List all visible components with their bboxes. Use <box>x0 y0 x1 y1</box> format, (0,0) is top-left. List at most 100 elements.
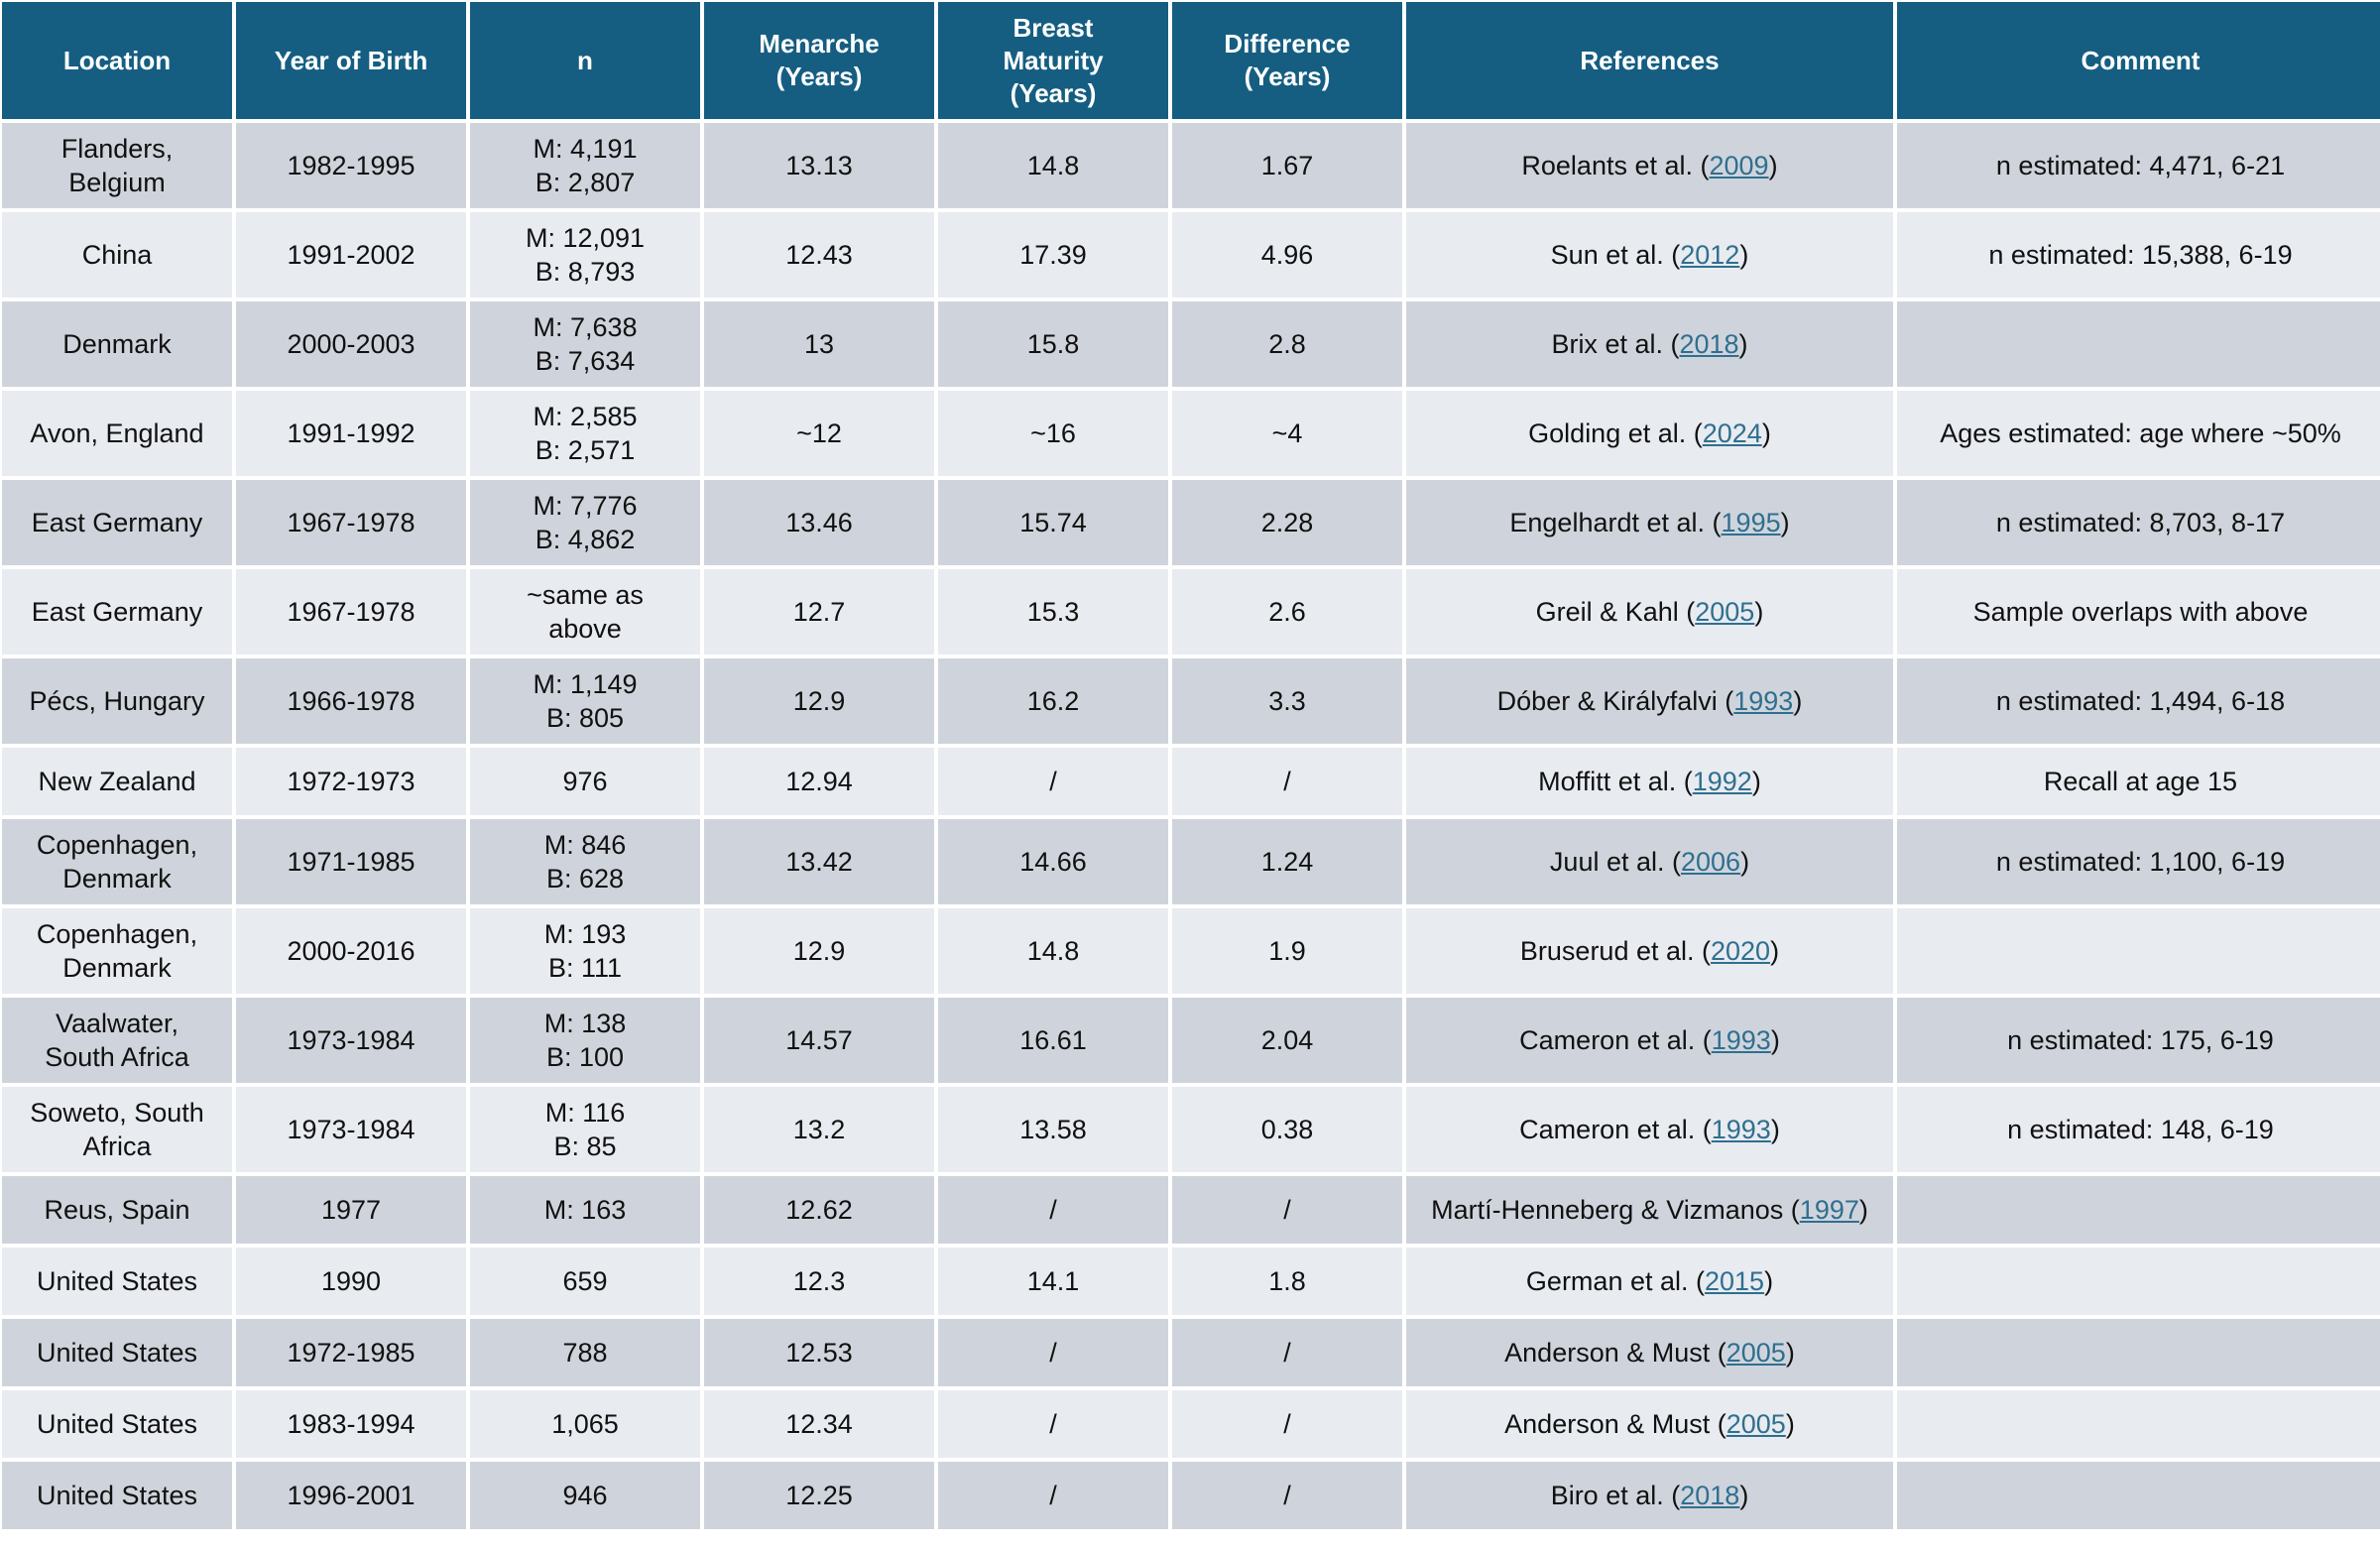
cell-location-line: Denmark <box>62 329 172 359</box>
cell-menarche: 12.7 <box>704 569 934 655</box>
cell-comment <box>1897 1390 2380 1458</box>
cell-breast-maturity: 17.39 <box>938 212 1168 298</box>
reference-year-link[interactable]: 1993 <box>1733 686 1794 716</box>
header-text: Comment <box>2081 45 2201 75</box>
reference-year-link[interactable]: 1995 <box>1721 508 1781 537</box>
header-text: References <box>1580 45 1720 75</box>
cell-location-line: United States <box>36 1338 198 1368</box>
cell-menarche: 13.46 <box>704 480 934 565</box>
cell-breast-maturity: / <box>938 1319 1168 1386</box>
reference-close-paren: ) <box>1764 1266 1774 1296</box>
cell-location: Copenhagen, Denmark <box>2 819 232 904</box>
cell-reference: German et al. (2015) <box>1406 1248 1893 1315</box>
cell-n: M: 193 B: 111 <box>470 908 700 994</box>
cell-location: East Germany <box>2 480 232 565</box>
cell-n: ~same as above <box>470 569 700 655</box>
cell-n-line: B: 4,862 <box>535 525 636 554</box>
cell-difference: / <box>1172 748 1402 815</box>
reference-year-link[interactable]: 2015 <box>1704 1266 1765 1296</box>
cell-year-of-birth: 1990 <box>236 1248 466 1315</box>
cell-breast-maturity: / <box>938 1462 1168 1529</box>
header-text: Year of Birth <box>274 45 428 75</box>
cell-difference: 1.67 <box>1172 123 1402 208</box>
cell-location: United States <box>2 1248 232 1315</box>
reference-year-link[interactable]: 2012 <box>1680 240 1740 270</box>
header-n: n <box>470 2 700 119</box>
cell-menarche: 12.62 <box>704 1176 934 1244</box>
cell-n-line: M: 7,638 <box>533 312 638 342</box>
cell-location: Soweto, South Africa <box>2 1087 232 1172</box>
header-year-of-birth: Year of Birth <box>236 2 466 119</box>
cell-n: 1,065 <box>470 1390 700 1458</box>
header-row: Location Year of Birth n Menarche (Years) Bre… <box>2 2 2380 119</box>
header-menarche: Menarche (Years) <box>704 2 934 119</box>
cell-reference: Roelants et al. (2009) <box>1406 123 1893 208</box>
reference-author: Roelants et al. ( <box>1521 151 1710 180</box>
cell-location: United States <box>2 1462 232 1529</box>
cell-location-line: Flanders, <box>60 134 174 164</box>
cell-breast-maturity: 16.2 <box>938 658 1168 744</box>
cell-location-line: Africa <box>82 1131 152 1161</box>
reference-close-paren: ) <box>1768 151 1778 180</box>
reference-year-link[interactable]: 2005 <box>1726 1338 1786 1368</box>
cell-reference: Anderson & Must (2005) <box>1406 1390 1893 1458</box>
cell-year-of-birth: 1966-1978 <box>236 658 466 744</box>
reference-close-paren: ) <box>1739 1481 1749 1510</box>
header-text: n <box>577 45 593 75</box>
cell-menarche: 12.53 <box>704 1319 934 1386</box>
cell-n-line: B: 7,634 <box>535 346 636 376</box>
cell-year-of-birth: 1991-1992 <box>236 391 466 476</box>
reference-year-link[interactable]: 2018 <box>1679 329 1739 359</box>
reference-year-link[interactable]: 2006 <box>1680 847 1741 877</box>
cell-location: East Germany <box>2 569 232 655</box>
cell-difference: 3.3 <box>1172 658 1402 744</box>
cell-difference: / <box>1172 1462 1402 1529</box>
reference-year-link[interactable]: 1997 <box>1799 1195 1859 1225</box>
reference-year-link[interactable]: 1993 <box>1711 1115 1771 1144</box>
reference-close-paren: ) <box>1858 1195 1868 1225</box>
cell-year-of-birth: 1982-1995 <box>236 123 466 208</box>
cell-location-line: United States <box>36 1481 198 1510</box>
table-row: Copenhagen, Denmark 1971-1985 M: 846 B: 628 1… <box>2 819 2380 904</box>
cell-year-of-birth: 1967-1978 <box>236 480 466 565</box>
cell-n-line: M: 163 <box>543 1195 627 1225</box>
cell-reference: Moffitt et al. (1992) <box>1406 748 1893 815</box>
cell-breast-maturity: 15.74 <box>938 480 1168 565</box>
cell-menarche: 12.34 <box>704 1390 934 1458</box>
cell-reference: Cameron et al. (1993) <box>1406 1087 1893 1172</box>
header-location: Location <box>2 2 232 119</box>
cell-breast-maturity: / <box>938 1176 1168 1244</box>
cell-location-line: China <box>81 240 153 270</box>
cell-menarche: 12.9 <box>704 908 934 994</box>
reference-author: Cameron et al. ( <box>1519 1115 1712 1144</box>
table-row: Soweto, South Africa 1973-1984 M: 116 B: 85 1… <box>2 1087 2380 1172</box>
cell-location: Avon, England <box>2 391 232 476</box>
reference-year-link[interactable]: 2005 <box>1726 1409 1786 1439</box>
reference-year-link[interactable]: 2018 <box>1680 1481 1740 1510</box>
reference-year-link[interactable]: 2020 <box>1711 936 1771 966</box>
cell-comment: n estimated: 15,388, 6-19 <box>1897 212 2380 298</box>
cell-location-line: United States <box>36 1409 198 1439</box>
cell-n-line: M: 116 <box>544 1098 626 1128</box>
cell-n-line: B: 111 <box>547 953 623 983</box>
reference-year-link[interactable]: 2024 <box>1702 418 1762 448</box>
reference-author: Brix et al. ( <box>1551 329 1680 359</box>
cell-n-line: M: 2,585 <box>533 402 638 431</box>
cell-menarche: 13.13 <box>704 123 934 208</box>
cell-n-line: M: 193 <box>543 919 627 949</box>
cell-comment: n estimated: 1,494, 6-18 <box>1897 658 2380 744</box>
reference-year-link[interactable]: 1993 <box>1711 1025 1771 1055</box>
cell-comment <box>1897 908 2380 994</box>
cell-difference: / <box>1172 1390 1402 1458</box>
cell-menarche: 12.3 <box>704 1248 934 1315</box>
cell-breast-maturity: 14.1 <box>938 1248 1168 1315</box>
reference-year-link[interactable]: 2009 <box>1709 151 1769 180</box>
cell-difference: / <box>1172 1176 1402 1244</box>
cell-reference: Cameron et al. (1993) <box>1406 998 1893 1083</box>
cell-year-of-birth: 1967-1978 <box>236 569 466 655</box>
reference-year-link[interactable]: 2005 <box>1695 597 1755 627</box>
cell-menarche: 13.42 <box>704 819 934 904</box>
reference-year-link[interactable]: 1992 <box>1692 767 1752 796</box>
cell-n-line: 946 <box>562 1481 608 1510</box>
